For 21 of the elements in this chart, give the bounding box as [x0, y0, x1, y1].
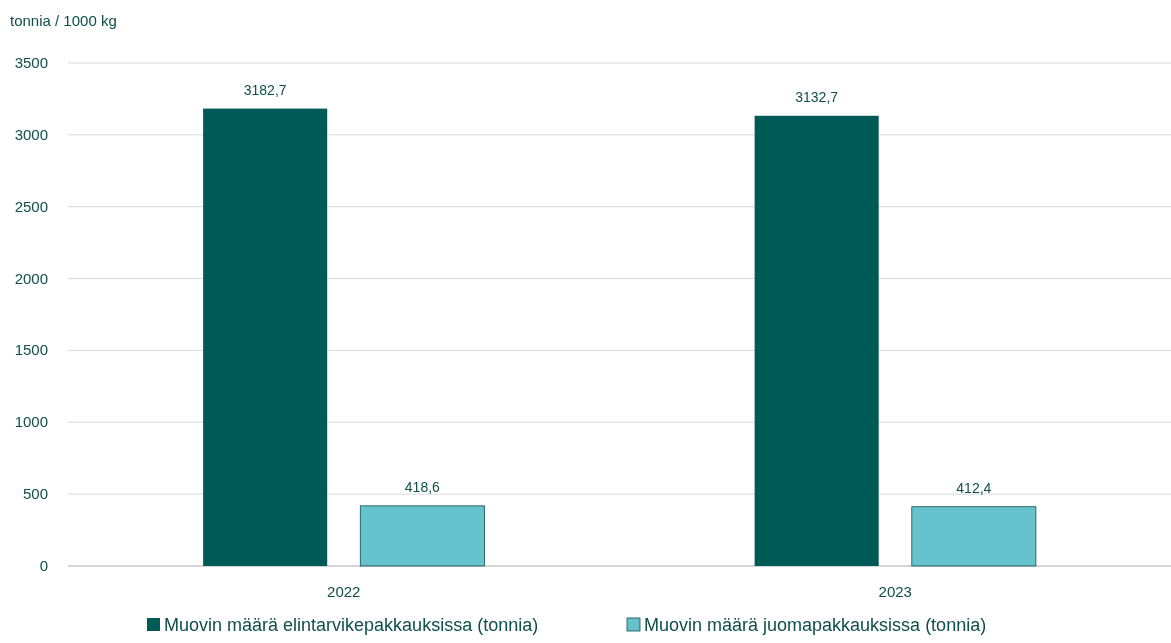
y-tick-label: 3000: [14, 125, 48, 143]
legend-label: Muovin määrä juomapakkauksissa (tonnia): [644, 615, 987, 635]
y-tick-label: 1500: [14, 341, 48, 359]
x-tick-label: 2022: [327, 583, 361, 600]
y-tick-label: 0: [39, 557, 48, 574]
legend-label: Muovin määrä elintarvikepakkauksissa (tonnia): [164, 615, 539, 635]
y-axis-title: tonnia / 1000 kg: [10, 12, 117, 29]
bar: [203, 108, 328, 566]
y-tick-label: 2500: [14, 197, 48, 215]
data-label: 412,4: [956, 479, 992, 496]
bar: [754, 115, 879, 566]
data-label: 3132,7: [795, 88, 839, 105]
y-tick-label: 500: [22, 485, 48, 503]
y-tick-label: 2000: [14, 269, 48, 287]
data-label: 418,6: [404, 478, 441, 495]
y-tick-label: 1000: [14, 413, 48, 431]
x-tick-label: 2023: [878, 583, 912, 600]
bar: [359, 505, 485, 567]
data-label: 3182,7: [243, 81, 287, 98]
y-tick-label: 3500: [14, 54, 48, 71]
bar: [911, 506, 1037, 567]
